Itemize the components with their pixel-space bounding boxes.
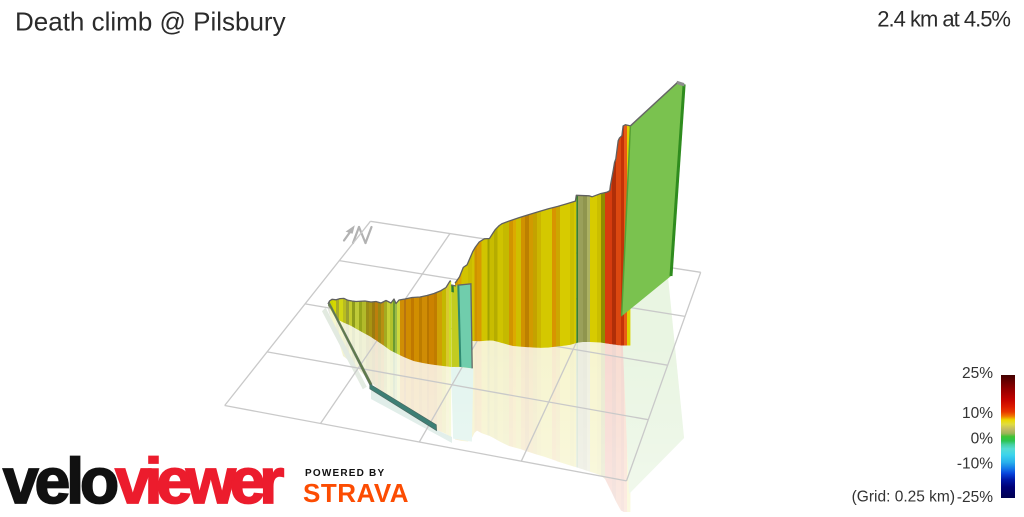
svg-text:10%: 10% xyxy=(962,405,993,422)
svg-text:veloviewer: veloviewer xyxy=(3,445,283,512)
svg-text:2.4 km at 4.5%: 2.4 km at 4.5% xyxy=(877,7,1010,32)
svg-text:(Grid: 0.25 km): (Grid: 0.25 km) xyxy=(852,489,955,506)
svg-text:0%: 0% xyxy=(971,430,994,447)
svg-text:-25%: -25% xyxy=(957,489,993,506)
svg-text:-10%: -10% xyxy=(957,456,993,473)
svg-text:Death climb @ Pilsbury: Death climb @ Pilsbury xyxy=(15,7,286,37)
svg-text:25%: 25% xyxy=(962,365,993,382)
svg-text:POWERED BY: POWERED BY xyxy=(305,468,385,479)
svg-text:STRAVA: STRAVA xyxy=(303,478,409,508)
